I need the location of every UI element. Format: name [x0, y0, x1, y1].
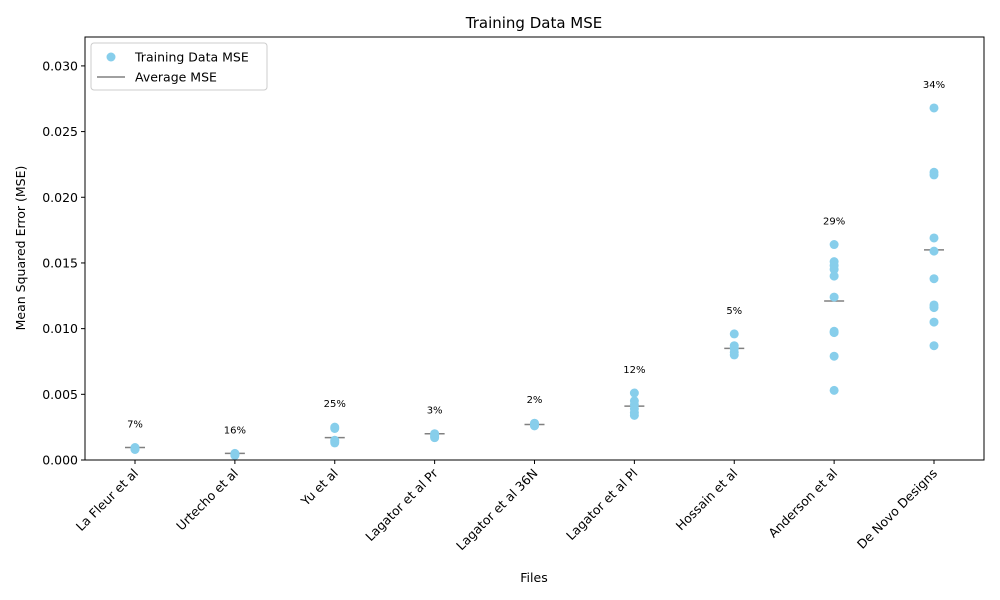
x-tick-label: Yu et al [297, 466, 341, 510]
x-tick-label: De Novo Designs [854, 466, 940, 552]
data-point [330, 438, 340, 448]
data-point [929, 317, 939, 327]
data-point [829, 385, 839, 395]
data-point [829, 351, 839, 361]
y-axis-label: Mean Squared Error (MSE) [13, 166, 28, 331]
legend-marker-training [106, 52, 116, 62]
x-tick-label: Urtecho et al [173, 466, 241, 534]
y-tick-label: 0.015 [42, 255, 78, 270]
data-point [929, 341, 939, 351]
percent-labels: 7% 16% 25% 3% 2% 12% 5% 29% 34% [127, 80, 945, 436]
y-tick-label: 0.000 [42, 453, 78, 468]
data-point [829, 240, 839, 250]
data-point [829, 271, 839, 281]
data-point [729, 329, 739, 339]
legend: Training Data MSE Average MSE [90, 42, 268, 91]
percent-label: 34% [923, 80, 945, 91]
percent-label: 12% [623, 365, 645, 376]
percent-label: 29% [823, 217, 845, 228]
data-point [230, 450, 240, 460]
data-point [929, 303, 939, 313]
x-tick-label: La Fleur et al [73, 466, 141, 534]
percent-label: 16% [224, 425, 246, 436]
percent-label: 2% [527, 395, 543, 406]
data-point [929, 233, 939, 243]
y-tick-label: 0.005 [42, 387, 78, 402]
data-points [130, 103, 939, 460]
x-tick-label: Lagator et al Pl [563, 466, 640, 543]
x-tick-label: Hossain et al [673, 466, 741, 534]
data-point [829, 328, 839, 338]
data-point [430, 433, 440, 443]
legend-label-average: Average MSE [135, 70, 217, 85]
percent-label: 7% [127, 420, 143, 431]
y-tick-label: 0.020 [42, 190, 78, 205]
y-tick-label: 0.030 [42, 58, 78, 73]
data-point [729, 350, 739, 360]
x-axis-label: Files [520, 570, 547, 585]
x-tick-label: Lagator et al 36N [453, 466, 541, 554]
data-point [530, 421, 539, 431]
x-tick-label: Lagator et al Pr [362, 465, 441, 544]
x-tick-label: Anderson et al [765, 466, 840, 541]
data-point [929, 170, 939, 180]
y-tick-label: 0.025 [42, 124, 78, 139]
data-point [829, 292, 839, 302]
data-point [629, 388, 639, 398]
chart-title: Training Data MSE [465, 14, 602, 32]
percent-label: 25% [324, 399, 346, 410]
y-axis-ticks: 0.000 0.005 0.010 0.015 0.020 0.025 0.030 [42, 58, 85, 468]
data-point [829, 265, 839, 275]
legend-box [90, 42, 268, 91]
percent-label: 5% [726, 306, 742, 317]
legend-label-training: Training Data MSE [134, 50, 249, 65]
data-point [929, 274, 939, 284]
data-point [330, 423, 340, 433]
x-axis-ticks: La Fleur et al Urtecho et al Yu et al Lagat… [73, 460, 940, 553]
plot-frame [84, 36, 985, 461]
data-point [130, 444, 140, 454]
data-point [929, 103, 939, 113]
data-point [629, 410, 639, 420]
data-point [929, 246, 939, 256]
y-tick-label: 0.010 [42, 321, 78, 336]
percent-label: 3% [427, 406, 443, 417]
